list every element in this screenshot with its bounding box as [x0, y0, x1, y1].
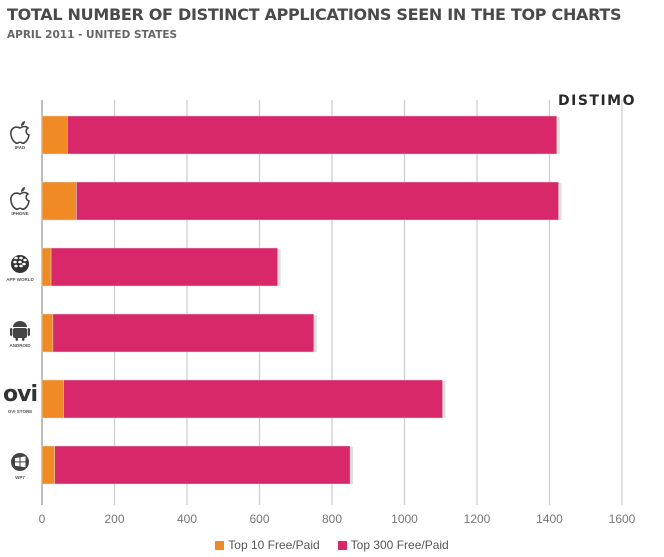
legend-swatch-top10: [215, 540, 225, 550]
distimo-logo: DISTIMO: [558, 93, 637, 109]
chart-subtitle: APRIL 2011 - UNITED STATES: [7, 29, 178, 41]
svg-text:ovi: ovi: [3, 382, 37, 407]
legend-label-top300: Top 300 Free/Paid: [350, 538, 449, 552]
x-tick-label: 400: [177, 512, 197, 526]
bar-shadow: [558, 183, 562, 220]
x-tick-labels: 0 200 400 600 800 1000 1200 1400 1600: [39, 512, 636, 526]
platform-label: IPHONE: [11, 211, 28, 216]
bar-top300: [63, 379, 443, 419]
chart-title: TOTAL NUMBER OF DISTINCT APPLICATIONS SE…: [7, 5, 622, 24]
x-tick-label: 0: [39, 512, 46, 526]
bars: [41, 115, 562, 485]
bar-top300: [67, 115, 557, 155]
windows-icon: [11, 453, 29, 471]
bar-shadow: [277, 249, 281, 286]
platform-icons: IPAD IPHONE APP WORLD ANDROID ovi OVI STORE WP…: [3, 121, 38, 480]
platform-label: ANDROID: [10, 343, 32, 348]
bar-top10: [41, 313, 54, 353]
bar-top300: [50, 247, 278, 287]
platform-label: OVI STORE: [8, 409, 32, 414]
apple-icon: [10, 187, 30, 210]
platform-label: WP7: [15, 475, 25, 480]
bar-top300: [76, 181, 559, 221]
bar-shadow: [556, 117, 560, 154]
bar-shadow: [350, 447, 354, 484]
gridlines: [41, 100, 623, 505]
x-tick-label: 1000: [391, 512, 418, 526]
bar-top300: [54, 445, 351, 485]
bar-top10: [41, 445, 55, 485]
bar-shadow: [442, 381, 446, 418]
ovi-icon: ovi: [3, 382, 38, 407]
bar-shadow: [313, 315, 317, 352]
x-tick-label: 1600: [609, 512, 636, 526]
legend-swatch-top300: [337, 540, 347, 550]
bar-top10: [41, 379, 64, 419]
legend-item-top10: Top 10 Free/Paid: [215, 538, 320, 552]
apple-icon: [10, 121, 30, 144]
bar-top10: [41, 115, 68, 155]
bar-top10: [41, 181, 77, 221]
x-tick-label: 600: [249, 512, 269, 526]
legend-label-top10: Top 10 Free/Paid: [228, 538, 320, 552]
legend: Top 10 Free/Paid Top 300 Free/Paid: [0, 538, 664, 552]
platform-label: APP WORLD: [6, 277, 34, 282]
x-tick-label: 800: [322, 512, 342, 526]
x-tick-label: 200: [104, 512, 124, 526]
x-tick-label: 1400: [536, 512, 563, 526]
android-icon: [10, 321, 30, 341]
x-tick-label: 1200: [464, 512, 491, 526]
bar-top10: [41, 247, 52, 287]
legend-item-top300: Top 300 Free/Paid: [337, 538, 449, 552]
blackberry-icon: [11, 255, 29, 273]
bar-top300: [52, 313, 315, 353]
platform-label: IPAD: [15, 145, 26, 150]
